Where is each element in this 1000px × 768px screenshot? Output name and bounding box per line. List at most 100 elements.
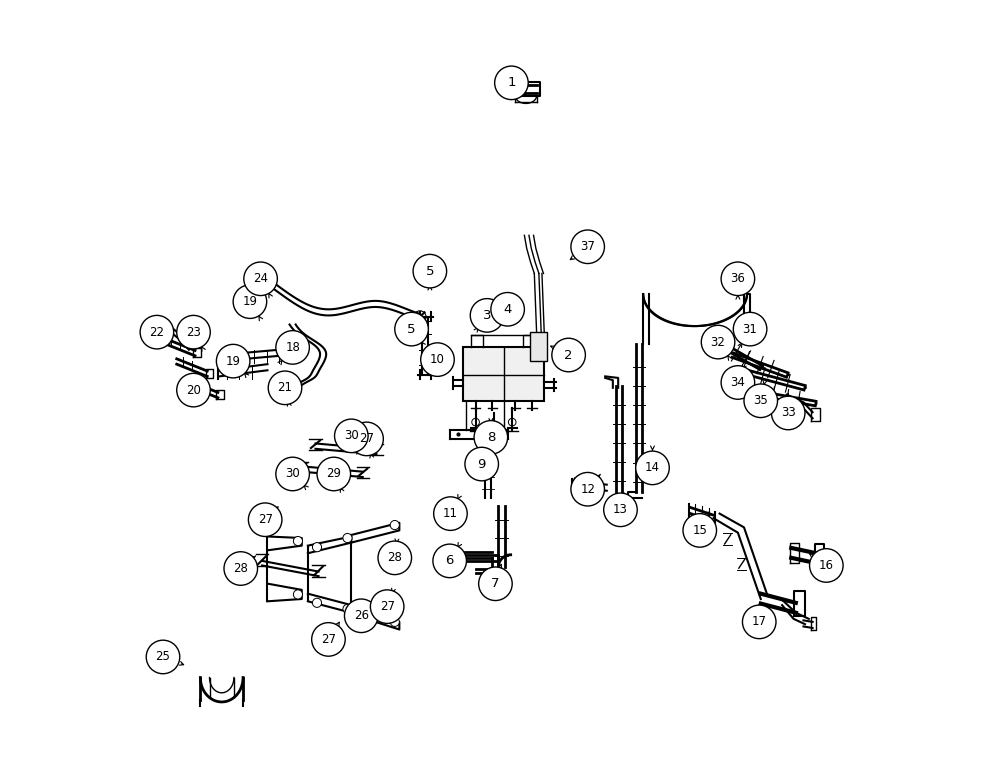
Text: 36: 36: [730, 273, 745, 285]
Circle shape: [470, 299, 504, 332]
Text: 26: 26: [354, 609, 369, 622]
Circle shape: [636, 451, 669, 485]
Circle shape: [395, 313, 428, 346]
Circle shape: [390, 521, 399, 530]
Circle shape: [771, 396, 805, 430]
Circle shape: [344, 599, 378, 633]
Text: 8: 8: [487, 431, 495, 444]
Text: 10: 10: [430, 353, 445, 366]
Circle shape: [495, 66, 528, 100]
Circle shape: [140, 316, 174, 349]
Circle shape: [508, 419, 516, 426]
Circle shape: [490, 423, 498, 431]
Bar: [463, 347, 544, 401]
Text: 5: 5: [407, 323, 416, 336]
Circle shape: [701, 326, 735, 359]
Text: 19: 19: [242, 295, 257, 308]
Circle shape: [177, 373, 210, 407]
Text: 30: 30: [285, 468, 300, 481]
Circle shape: [350, 422, 383, 455]
Circle shape: [413, 254, 447, 288]
Circle shape: [312, 623, 345, 656]
Circle shape: [721, 262, 755, 296]
Circle shape: [810, 548, 843, 582]
Circle shape: [378, 541, 412, 574]
Text: 15: 15: [692, 524, 707, 537]
Circle shape: [733, 313, 767, 346]
Circle shape: [335, 419, 368, 452]
Text: 27: 27: [359, 432, 374, 445]
Text: 34: 34: [730, 376, 745, 389]
Circle shape: [479, 567, 512, 601]
Circle shape: [312, 598, 322, 607]
Text: 35: 35: [753, 394, 768, 407]
Text: 28: 28: [233, 562, 248, 575]
Circle shape: [465, 447, 498, 481]
Text: 12: 12: [580, 483, 595, 495]
Circle shape: [433, 544, 466, 578]
Text: 14: 14: [645, 462, 660, 475]
Text: 21: 21: [277, 382, 292, 394]
Circle shape: [472, 419, 479, 426]
Circle shape: [224, 551, 258, 585]
Circle shape: [293, 590, 303, 599]
Text: 7: 7: [491, 578, 500, 591]
Circle shape: [343, 534, 352, 542]
Circle shape: [414, 311, 426, 323]
Text: 32: 32: [711, 336, 725, 349]
Text: 5: 5: [426, 265, 434, 278]
Text: 27: 27: [380, 600, 395, 613]
Text: 19: 19: [226, 355, 241, 368]
Text: 31: 31: [743, 323, 758, 336]
Bar: [530, 332, 547, 361]
Text: 2: 2: [564, 349, 573, 362]
Circle shape: [491, 293, 524, 326]
Text: 18: 18: [285, 341, 300, 354]
Circle shape: [571, 472, 604, 506]
Text: 33: 33: [781, 406, 796, 419]
Circle shape: [233, 285, 267, 319]
Circle shape: [571, 230, 604, 263]
Text: 27: 27: [258, 513, 273, 526]
Circle shape: [177, 316, 210, 349]
Circle shape: [268, 371, 302, 405]
Text: 6: 6: [445, 554, 454, 568]
Circle shape: [552, 338, 585, 372]
Text: 4: 4: [503, 303, 512, 316]
Text: 20: 20: [186, 383, 201, 396]
Text: 30: 30: [344, 429, 359, 442]
Circle shape: [146, 641, 180, 674]
Text: 28: 28: [387, 551, 402, 564]
Circle shape: [604, 493, 637, 527]
Circle shape: [244, 262, 277, 296]
Circle shape: [390, 617, 399, 627]
Circle shape: [248, 503, 282, 537]
Text: 29: 29: [326, 468, 341, 481]
Text: 3: 3: [483, 309, 491, 322]
Text: 23: 23: [186, 326, 201, 339]
Text: 25: 25: [156, 650, 170, 664]
Circle shape: [264, 277, 276, 290]
Circle shape: [317, 457, 351, 491]
Circle shape: [474, 421, 508, 454]
Circle shape: [434, 497, 467, 531]
Text: 13: 13: [613, 503, 628, 516]
Text: 37: 37: [580, 240, 595, 253]
Text: 9: 9: [478, 458, 486, 471]
Text: 27: 27: [321, 633, 336, 646]
Text: 24: 24: [253, 273, 268, 285]
Text: 11: 11: [443, 507, 458, 520]
Circle shape: [276, 331, 309, 364]
Text: 17: 17: [752, 615, 767, 628]
Text: 16: 16: [819, 559, 834, 572]
Circle shape: [312, 542, 322, 551]
Circle shape: [683, 514, 717, 547]
Circle shape: [744, 384, 778, 418]
Circle shape: [216, 344, 250, 378]
Circle shape: [721, 366, 755, 399]
Circle shape: [421, 343, 454, 376]
Circle shape: [370, 590, 404, 624]
Text: 1: 1: [507, 76, 516, 89]
Text: 22: 22: [149, 326, 164, 339]
Circle shape: [276, 457, 309, 491]
